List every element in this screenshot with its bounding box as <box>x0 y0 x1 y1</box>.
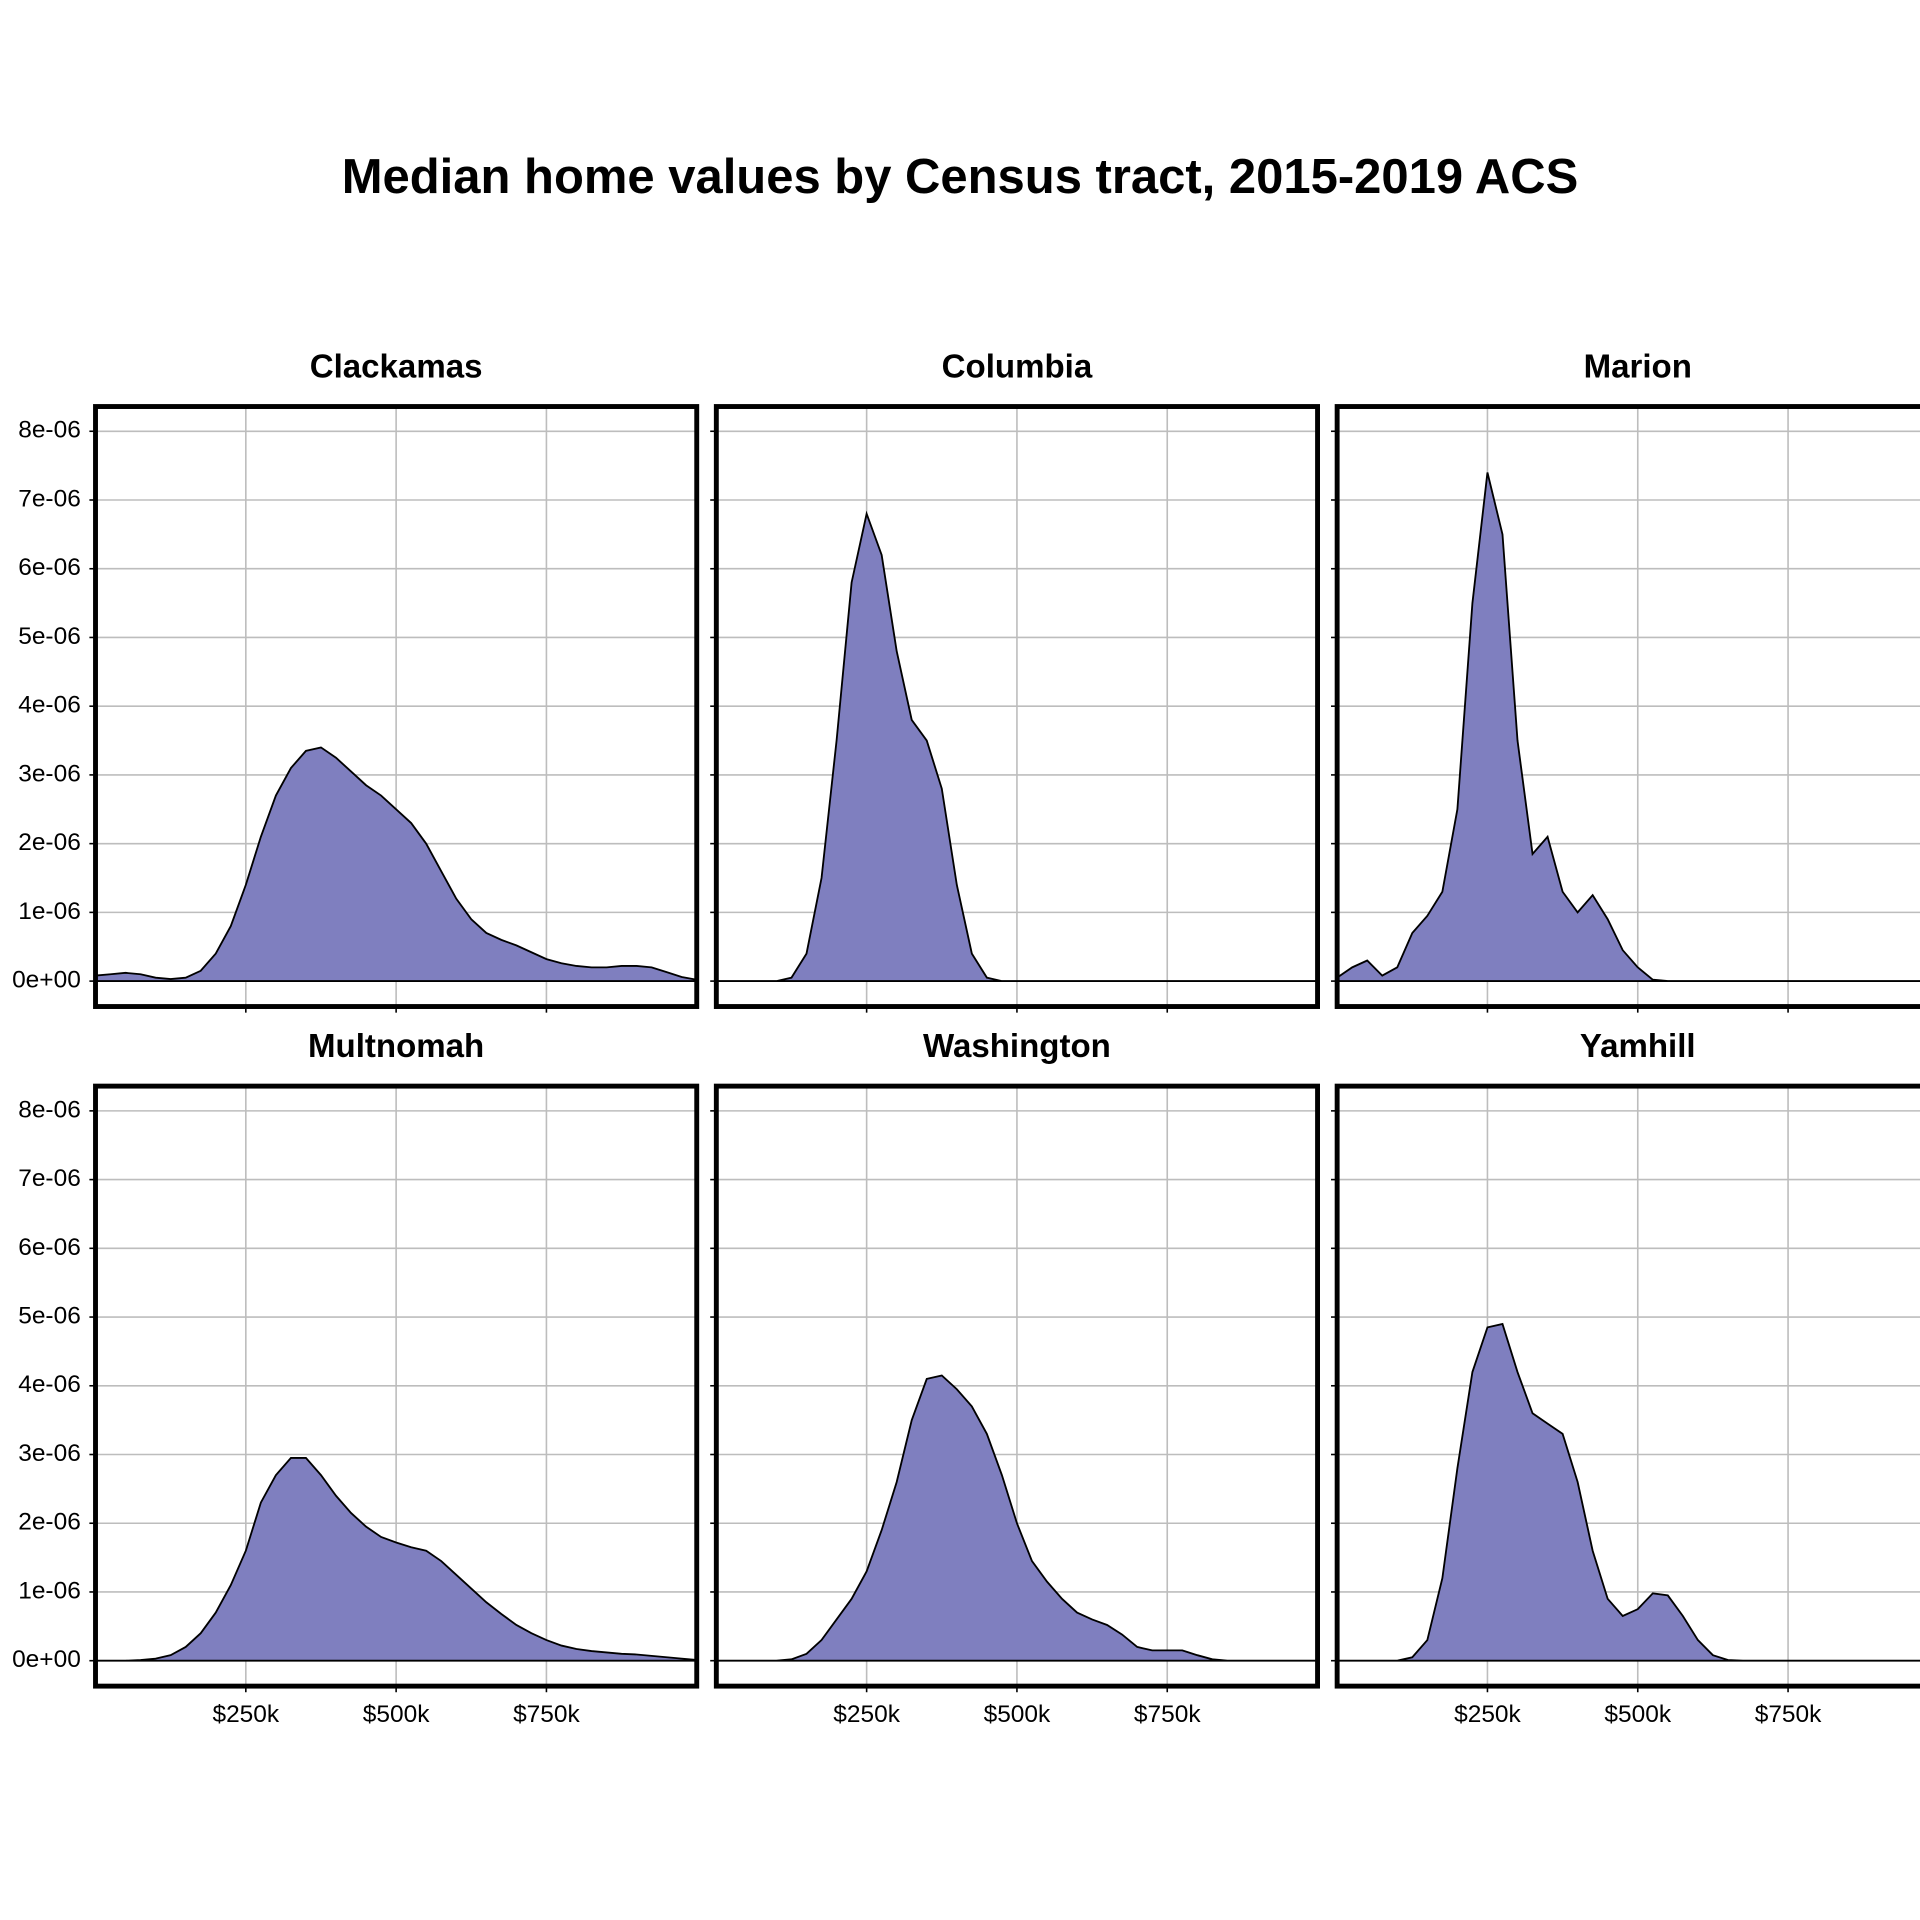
density-area <box>1337 1322 1920 1662</box>
facet-label: Washington <box>923 1028 1111 1065</box>
y-tick-label: 1e-06 <box>18 1577 81 1604</box>
y-tick-label: 8e-06 <box>18 417 81 444</box>
y-tick-label: 2e-06 <box>18 1509 81 1536</box>
x-tick-label: $750k <box>1134 1701 1201 1728</box>
y-tick-label: 1e-06 <box>18 898 81 925</box>
panel-border <box>1334 1083 1920 1689</box>
panel-border <box>1334 404 1920 1009</box>
density-area <box>1336 472 1920 983</box>
facet-label: Multnomah <box>308 1028 484 1065</box>
facet-label: Clackamas <box>310 348 483 385</box>
x-tick-label: $500k <box>1604 1701 1671 1728</box>
y-tick-label: 0e+00 <box>12 967 81 994</box>
x-tick-label: $750k <box>1755 1701 1822 1728</box>
facet-label: Yamhill <box>1580 1028 1696 1065</box>
panel-border <box>93 1083 700 1689</box>
y-tick-label: 4e-06 <box>18 692 81 719</box>
facet-label: Marion <box>1584 348 1692 385</box>
facet-label: Columbia <box>942 348 1093 385</box>
y-tick-label: 5e-06 <box>18 623 81 650</box>
x-tick-label: $250k <box>212 1701 279 1728</box>
density-area <box>716 510 1318 983</box>
chart-title: Median home values by Census tract, 2015… <box>342 150 1579 204</box>
density-area <box>716 1374 1318 1662</box>
y-tick-label: 0e+00 <box>12 1646 81 1673</box>
panel-border <box>93 404 700 1009</box>
x-tick-label: $250k <box>833 1701 900 1728</box>
y-tick-label: 7e-06 <box>18 1165 81 1192</box>
y-tick-label: 3e-06 <box>18 1440 81 1467</box>
panel-border <box>713 1083 1320 1689</box>
y-tick-label: 8e-06 <box>18 1096 81 1123</box>
x-tick-label: $500k <box>363 1701 430 1728</box>
density-area <box>94 746 698 983</box>
panel-border <box>713 404 1320 1009</box>
x-tick-label: $500k <box>984 1701 1051 1728</box>
x-tick-label: $250k <box>1454 1701 1521 1728</box>
y-tick-label: 3e-06 <box>18 760 81 787</box>
density-area <box>95 1457 698 1662</box>
y-tick-label: 4e-06 <box>18 1371 81 1398</box>
y-tick-label: 7e-06 <box>18 485 81 512</box>
y-tick-label: 5e-06 <box>18 1303 81 1330</box>
x-tick-label: $750k <box>513 1701 580 1728</box>
y-tick-label: 6e-06 <box>18 554 81 581</box>
y-tick-label: 6e-06 <box>18 1234 81 1261</box>
y-tick-label: 2e-06 <box>18 829 81 856</box>
